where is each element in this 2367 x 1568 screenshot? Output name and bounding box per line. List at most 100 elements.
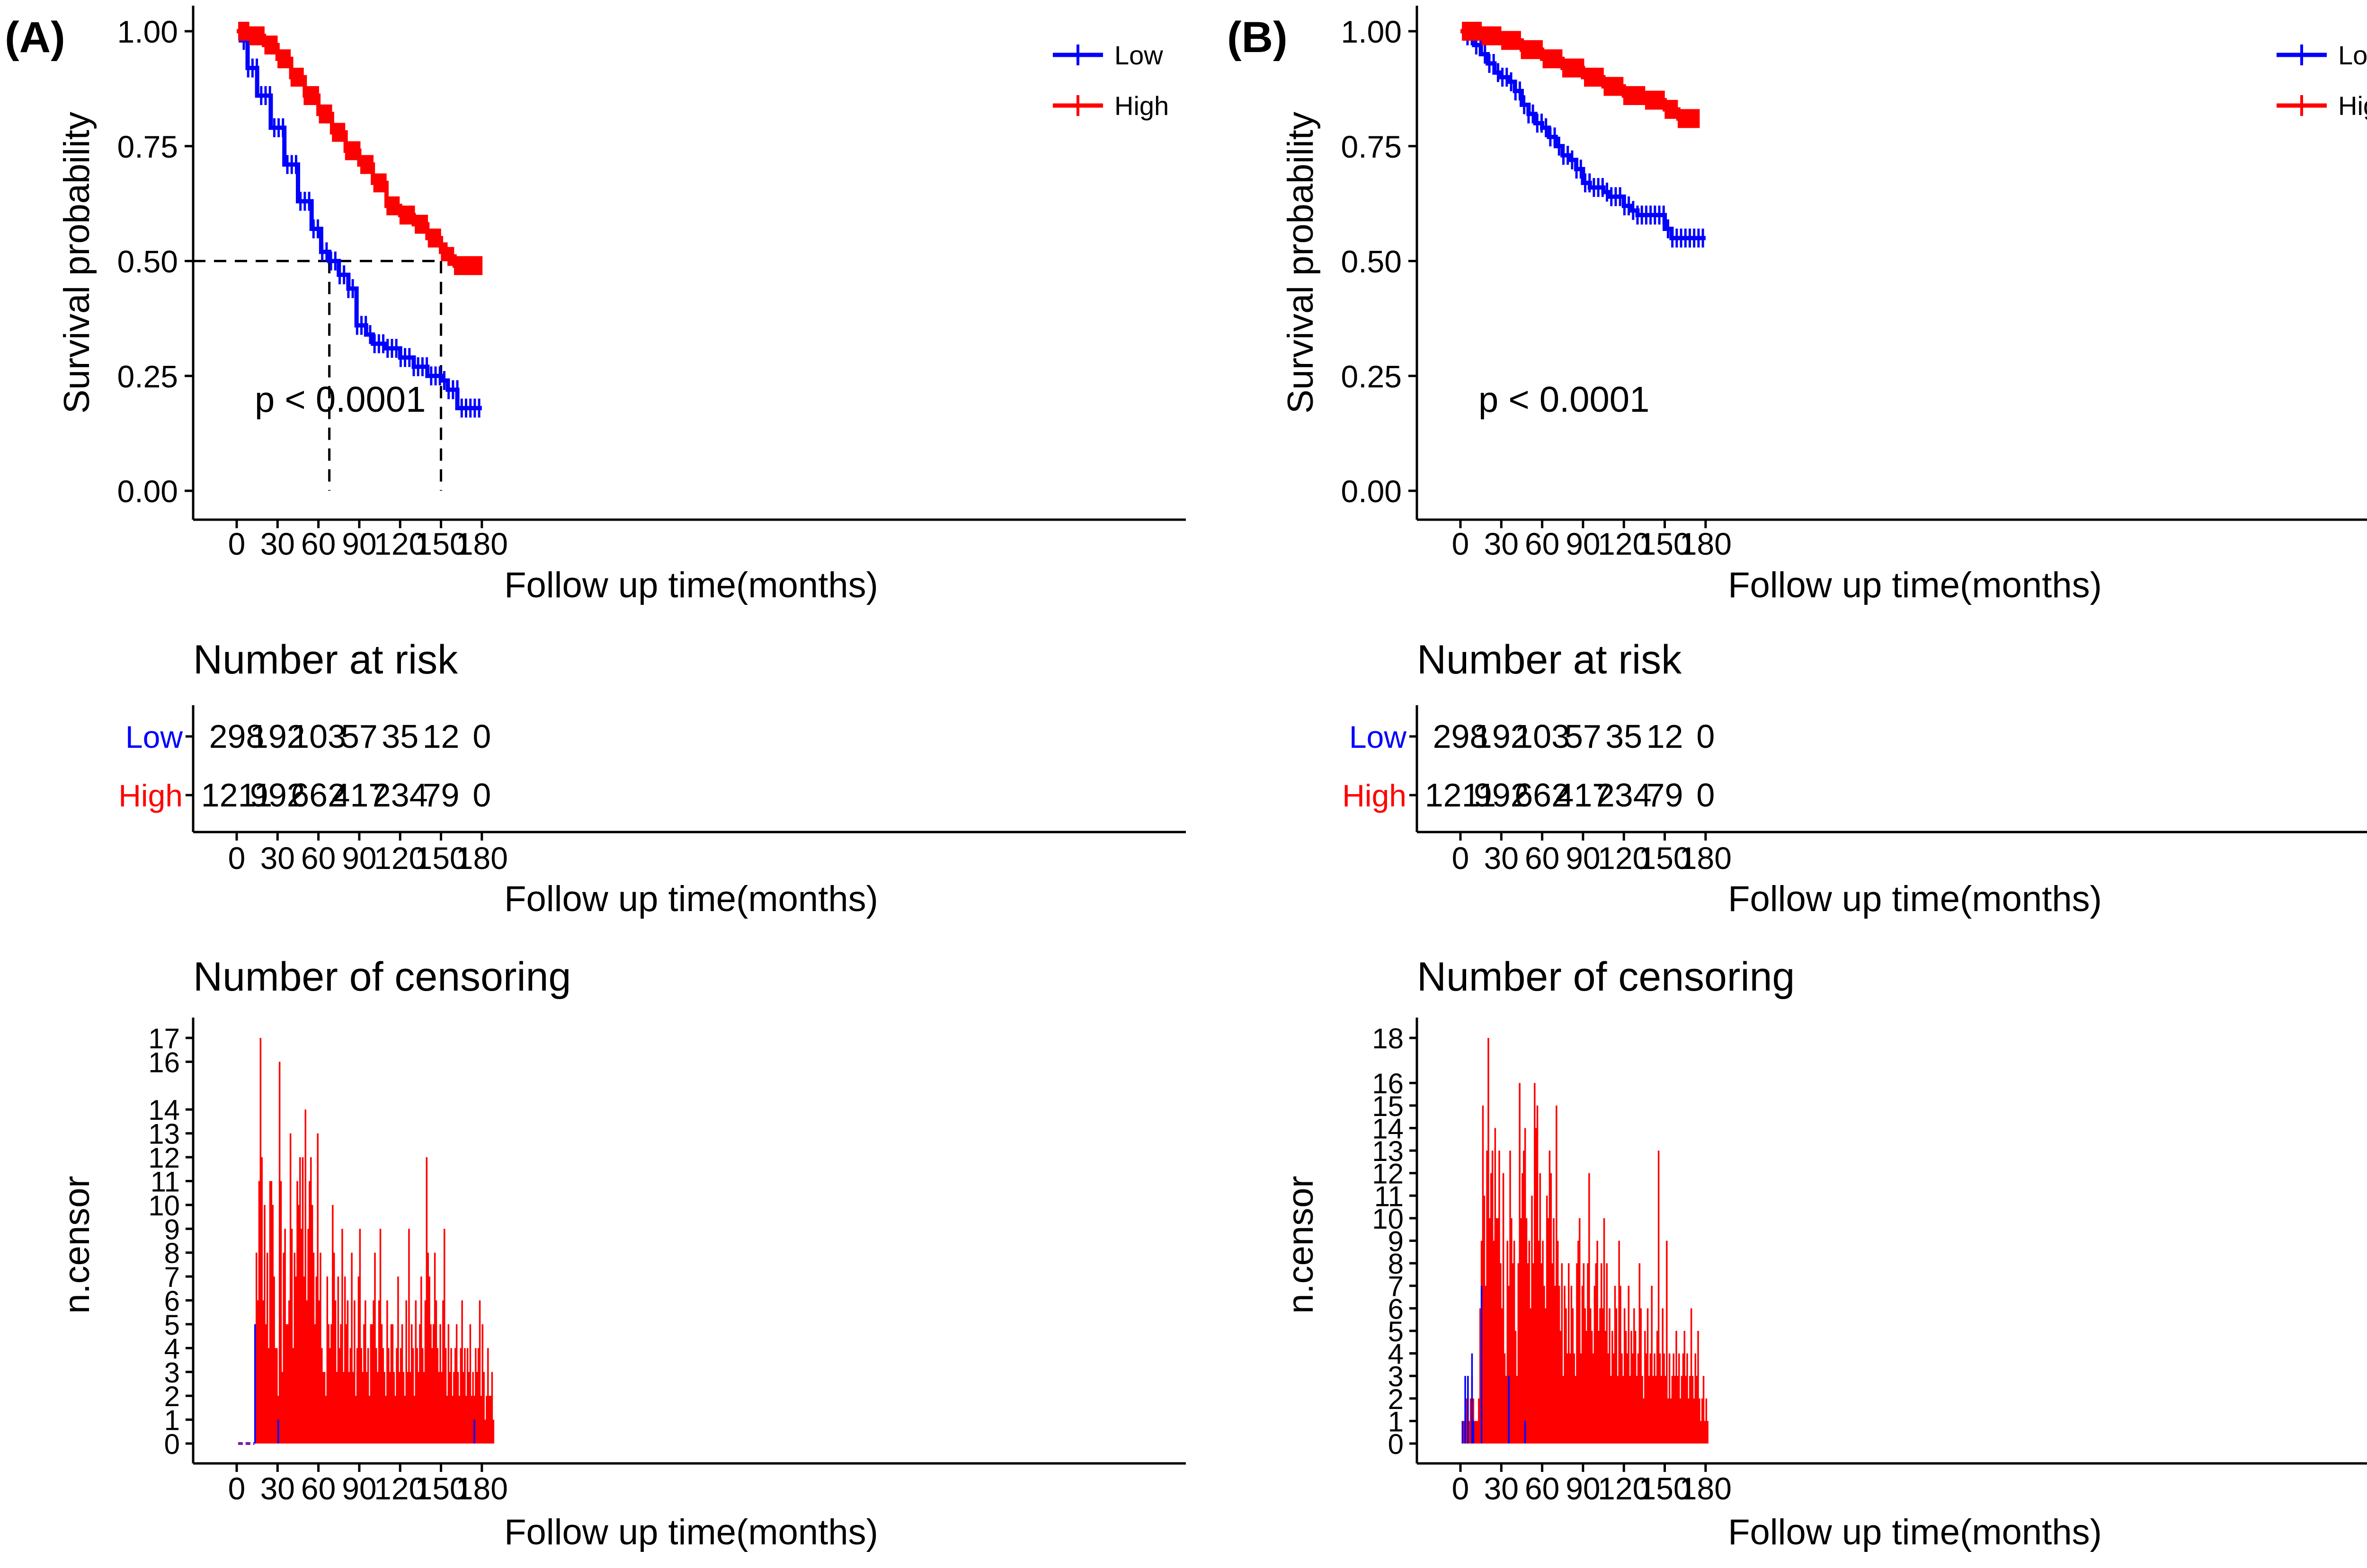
censor-bar-high <box>1542 1240 1544 1444</box>
risk-count: 662 <box>291 777 346 814</box>
censor-bar-high <box>270 1181 273 1444</box>
censor-bar-high <box>351 1252 353 1444</box>
km-x-tick-label: 180 <box>456 526 508 561</box>
censor-bar-high <box>409 1372 411 1444</box>
censor-bar-high <box>1656 1330 1658 1444</box>
censor-bar-high <box>382 1348 384 1444</box>
risk-x-tick-label: 120 <box>374 841 426 876</box>
risk-count: 417 <box>332 777 387 814</box>
censor-bar-high <box>1504 1353 1506 1444</box>
censor-bar-high <box>1688 1398 1690 1444</box>
censor-bar-high <box>1534 1083 1536 1444</box>
censor-bar-high <box>460 1348 462 1444</box>
censor-bar-high <box>328 1324 329 1444</box>
risk-x-tick-label: 120 <box>1598 841 1650 876</box>
censor-bar-high <box>322 1372 324 1444</box>
censor-y-tick-label: 16 <box>148 1046 180 1078</box>
risk-row-label-low: Low <box>1349 719 1406 754</box>
censor-bar-high <box>1699 1398 1700 1444</box>
censor-bar-high <box>435 1300 437 1444</box>
censor-bar-high <box>1482 1105 1484 1444</box>
censor-bar-high <box>1569 1353 1571 1444</box>
censor-bar-high <box>1536 1105 1539 1444</box>
censor-bar-high <box>408 1229 410 1444</box>
censor-y-tick-label: 5 <box>164 1309 180 1341</box>
censor-bar-high <box>392 1324 394 1444</box>
censor-bar-high <box>1682 1353 1684 1444</box>
censor-bar-high <box>1491 1151 1494 1444</box>
censor-bar-low <box>277 1419 279 1444</box>
censor-bar-high <box>389 1372 391 1444</box>
p-value: p < 0.0001 <box>1478 380 1649 420</box>
censor-bar-high <box>1513 1240 1515 1444</box>
censor-bars-low <box>254 1324 475 1444</box>
censor-bar-high <box>1705 1398 1708 1444</box>
risk-x-tick-label: 180 <box>1680 841 1732 876</box>
censor-bar-high <box>455 1324 458 1444</box>
censor-bar-high <box>1611 1330 1613 1444</box>
km-y-axis-title: Survival probability <box>57 112 97 414</box>
censor-bar-high <box>468 1372 470 1444</box>
risk-count: 192 <box>250 718 305 755</box>
censor-bar-high <box>1620 1285 1621 1444</box>
censor-bar-high <box>1501 1308 1503 1444</box>
censor-bar-high <box>472 1372 474 1444</box>
risk-x-axis-title: Follow up time(months) <box>504 879 878 919</box>
risk-row-label-low: Low <box>125 719 183 754</box>
censor-bar-high <box>344 1276 346 1444</box>
censor-bar-high <box>272 1205 274 1444</box>
risk-x-tick-label: 0 <box>228 841 246 876</box>
risk-x-tick-label: 150 <box>1638 841 1691 876</box>
censor-bar-high <box>487 1348 489 1444</box>
km-x-tick-label: 60 <box>301 526 336 561</box>
censor-bar-high <box>1572 1308 1574 1444</box>
censor-bar-high <box>486 1396 488 1444</box>
censor-bar-high <box>1493 1240 1495 1444</box>
censor-bar-high <box>312 1252 315 1444</box>
risk-count: 992 <box>250 777 305 814</box>
censor-bar-low <box>1467 1376 1469 1444</box>
censor-bar-high <box>491 1372 493 1444</box>
censor-bar-high <box>1622 1376 1624 1444</box>
censor-bar-high <box>1497 1218 1499 1444</box>
censor-bar-high <box>465 1396 467 1444</box>
censor-bar-high <box>1531 1196 1533 1444</box>
censor-bar-high <box>1495 1218 1497 1444</box>
censor-bar-high <box>307 1229 309 1444</box>
risk-count: 0 <box>472 777 491 814</box>
censor-bar-high <box>441 1372 443 1444</box>
censor-bar-high <box>1651 1285 1653 1444</box>
censor-bar-high <box>423 1372 425 1444</box>
censor-bar-high <box>1524 1128 1526 1444</box>
censor-bar-high <box>1654 1353 1655 1444</box>
censor-y-tick-label: 17 <box>148 1023 180 1054</box>
censor-bar-high <box>378 1300 380 1444</box>
risk-count: 0 <box>472 718 491 755</box>
censor-bar-high <box>341 1229 343 1444</box>
censor-bar-high <box>401 1324 403 1444</box>
censor-bar-high <box>265 1324 267 1444</box>
panel-b: (B)0.000.250.500.751.000 30 60 90120150180F… <box>1227 6 2367 1552</box>
censor-bar-high <box>1530 1308 1531 1444</box>
censor-bar-high <box>366 1372 368 1444</box>
censor-bar-high <box>363 1324 365 1444</box>
censor-x-tick-label: 150 <box>415 1471 467 1506</box>
censor-marks-high <box>238 22 483 275</box>
km-x-tick-label: 90 <box>1566 526 1600 561</box>
censor-bar-high <box>1469 1398 1472 1444</box>
risk-count: 0 <box>1696 718 1715 755</box>
panel-label: (B) <box>1227 13 1288 62</box>
risk-row-label-high: High <box>118 778 183 813</box>
censor-bar-low <box>1464 1376 1466 1444</box>
censor-bar-high <box>365 1300 366 1444</box>
km-x-tick-label: 60 <box>1525 526 1559 561</box>
censor-bar-high <box>1652 1376 1654 1444</box>
censor-bar-high <box>1494 1128 1496 1444</box>
censor-bar-high <box>1609 1308 1611 1444</box>
censor-bar-high <box>1477 1421 1478 1444</box>
risk-table-title: Number at risk <box>1417 637 1682 682</box>
censor-bar-high <box>405 1300 407 1444</box>
censor-bar-high <box>1664 1376 1666 1444</box>
